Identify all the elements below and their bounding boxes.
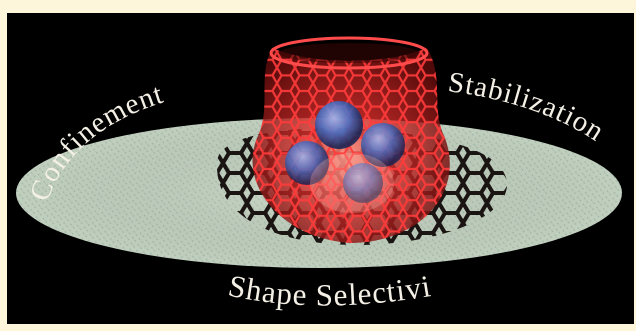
scene-panel: Confinement Stabilization Shape Selectiv… [7, 13, 634, 324]
illustration: Confinement Stabilization Shape Selectiv… [7, 13, 622, 313]
guest-spheres [285, 101, 405, 203]
